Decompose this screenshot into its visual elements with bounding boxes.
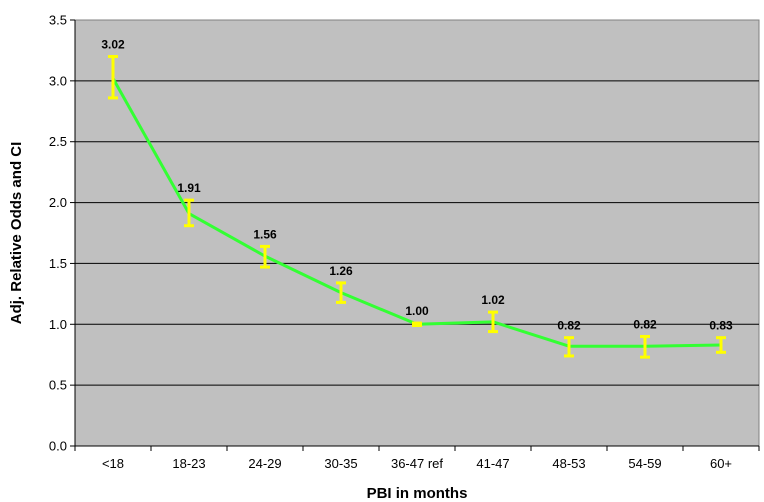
y-axis-ticks: 0.0 0.5 1.0 1.5 2.0 2.5 3.0 3.5 [49, 13, 75, 454]
y-tick-label: 0.5 [49, 378, 67, 393]
data-label: 3.02 [101, 38, 125, 52]
data-label: 0.83 [709, 319, 733, 333]
data-label: 1.91 [177, 181, 201, 195]
x-tick-label: 60+ [710, 456, 732, 471]
y-axis-title: Adj. Relative Odds and CI [8, 142, 25, 325]
data-label: 1.00 [405, 304, 429, 318]
data-label: 1.56 [253, 227, 277, 241]
y-tick-label: 3.0 [49, 73, 67, 88]
data-label: 0.82 [557, 319, 581, 333]
x-tick-label: 48-53 [552, 456, 585, 471]
y-tick-label: 1.5 [49, 256, 67, 271]
error-bar [336, 281, 346, 304]
series-group: 3.02 1.91 1.56 1.26 1.00 1.02 0.82 0.82 0.83 [101, 38, 733, 359]
data-label: 1.02 [481, 293, 505, 307]
error-bar [640, 334, 650, 359]
y-tick-label: 2.5 [49, 134, 67, 149]
y-tick-label: 0.0 [49, 439, 67, 454]
x-tick-label: 36-47 ref [391, 456, 443, 471]
error-bar [488, 310, 498, 334]
x-tick-label: 18-23 [172, 456, 205, 471]
x-tick-label: 54-59 [628, 456, 661, 471]
x-tick-label: <18 [102, 456, 124, 471]
plot-area [74, 19, 760, 447]
x-axis-ticks: <18 18-23 24-29 30-35 36-47 ref 41-47 48-53 54-… [74, 446, 760, 471]
data-label: 0.82 [633, 317, 657, 331]
y-tick-label: 3.5 [49, 13, 67, 28]
y-tick-label: 1.0 [49, 317, 67, 332]
error-bar [260, 244, 270, 269]
error-bar [184, 198, 194, 228]
x-tick-label: 41-47 [476, 456, 509, 471]
error-bar [564, 336, 574, 358]
error-bar [108, 55, 118, 100]
data-label: 1.26 [329, 264, 353, 278]
x-tick-label: 30-35 [324, 456, 357, 471]
error-bar [412, 321, 422, 328]
x-axis-title: PBI in months [367, 485, 468, 502]
x-tick-label: 24-29 [248, 456, 281, 471]
error-bar [716, 336, 726, 354]
y-tick-label: 2.0 [49, 195, 67, 210]
